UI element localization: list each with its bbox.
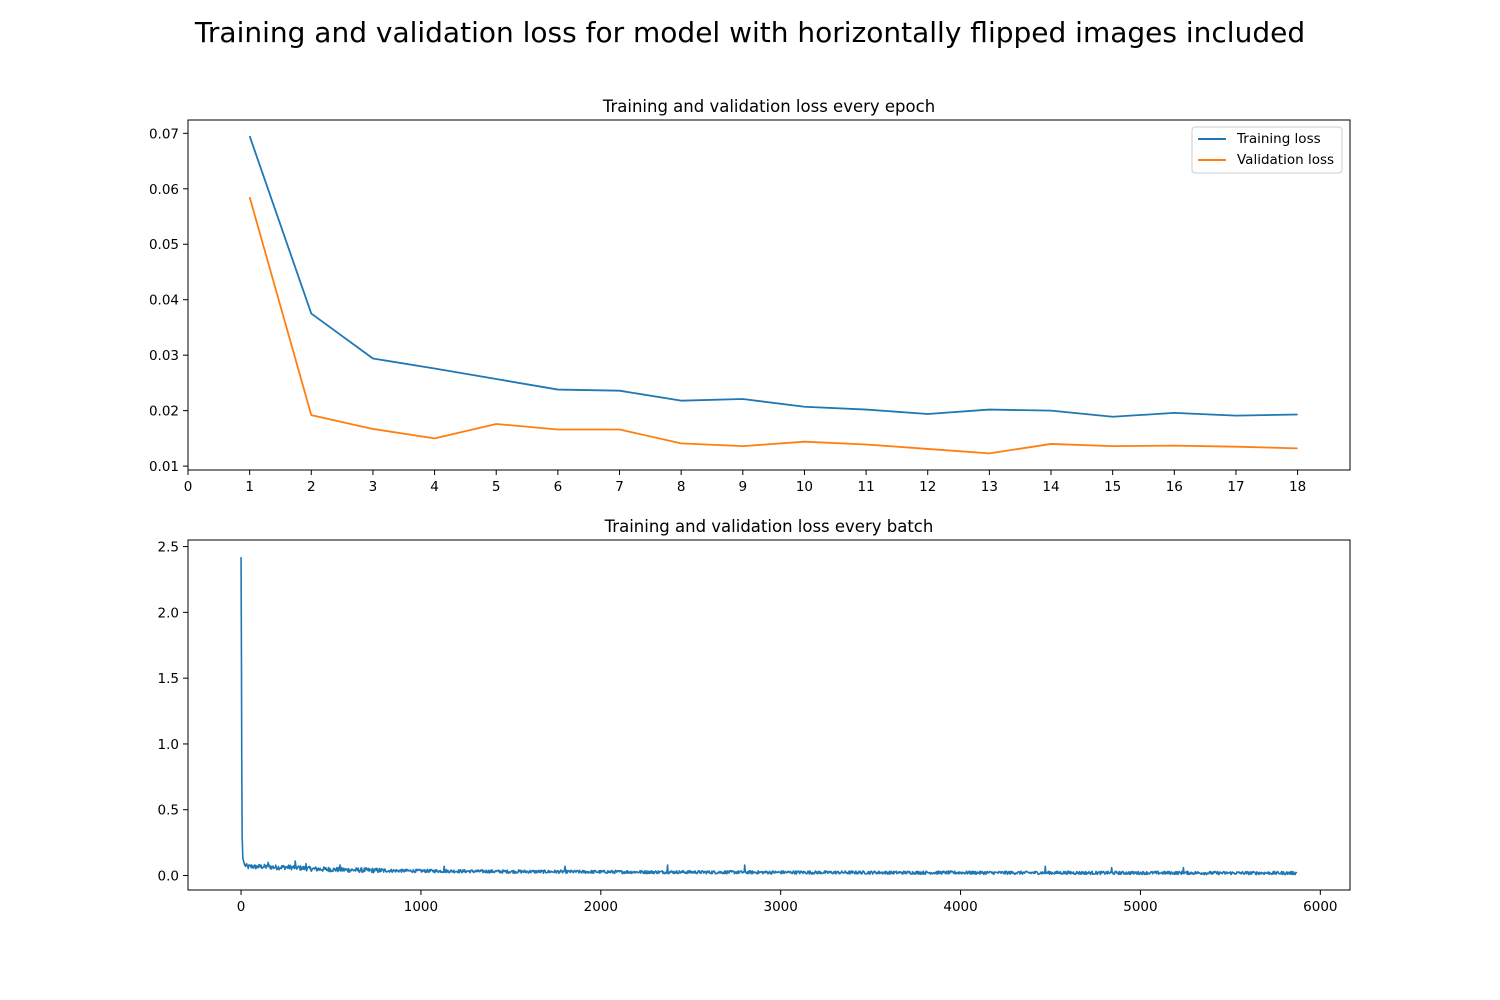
batch-x-tick-label: 0 [237, 899, 246, 915]
legend-training-label: Training loss [1236, 131, 1321, 147]
batch-loss-axes: Training and validation loss every batch… [158, 517, 1351, 915]
epoch-x-tick-label: 14 [1042, 479, 1059, 495]
batch-axes-title: Training and validation loss every batch [604, 517, 934, 536]
epoch-y-tick-label: 0.07 [149, 126, 179, 142]
epoch-y-tick-label: 0.03 [149, 348, 179, 364]
legend-validation-label: Validation loss [1237, 152, 1334, 168]
epoch-axes-frame [187, 119, 1351, 471]
batch-y-tick-label: 0.0 [158, 869, 179, 885]
legend-box [1191, 126, 1343, 174]
batch-y-tick-label: 1.5 [158, 671, 179, 687]
epoch-y-tick-label: 0.06 [149, 182, 179, 198]
epoch-x-tick-label: 6 [554, 479, 563, 495]
batch-x-tick-label: 5000 [1123, 899, 1157, 915]
epoch-x-tick-label: 9 [739, 479, 748, 495]
training-loss-line [248, 135, 1298, 418]
epoch-x-tick-label: 7 [615, 479, 624, 495]
batch-x-tick-label: 4000 [943, 899, 977, 915]
batch-y-tick-label: 1.0 [158, 737, 179, 753]
batch-loss-line [240, 557, 1298, 876]
epoch-y-tick-label: 0.02 [149, 404, 179, 420]
epoch-x-tick-label: 11 [857, 479, 874, 495]
epoch-x-tick-label: 18 [1289, 479, 1306, 495]
epoch-axes-ticks: 0 1 2 3 4 5 6 7 8 9 10 11 12 13 14 15 16 17 180.010.020.03… [149, 126, 1306, 495]
validation-loss-line [248, 196, 1298, 455]
batch-x-tick-label: 1000 [404, 899, 438, 915]
epoch-x-tick-label: 15 [1104, 479, 1121, 495]
batch-x-tick-label: 6000 [1303, 899, 1337, 915]
epoch-x-tick-label: 0 [184, 479, 193, 495]
epoch-x-tick-label: 3 [369, 479, 378, 495]
batch-axes-ticks: 0 1000 2000 3000 4000 5000 6000 0.0 0.5 1.0 1.5 2.0… [158, 540, 1338, 915]
epoch-x-tick-label: 17 [1227, 479, 1244, 495]
epoch-y-tick-label: 0.04 [149, 293, 179, 309]
epoch-x-tick-label: 13 [981, 479, 998, 495]
batch-x-tick-label: 2000 [584, 899, 618, 915]
batch-x-tick-label: 3000 [764, 899, 798, 915]
epoch-loss-axes: Training and validation loss every epoch… [149, 97, 1351, 495]
epoch-x-tick-label: 1 [245, 479, 254, 495]
epoch-axes-lines [248, 135, 1298, 455]
batch-y-tick-label: 0.5 [158, 803, 179, 819]
epoch-x-tick-label: 2 [307, 479, 316, 495]
epoch-x-tick-label: 8 [677, 479, 686, 495]
epoch-axes-title: Training and validation loss every epoch [602, 97, 935, 116]
batch-y-tick-label: 2.0 [158, 605, 179, 621]
batch-axes-frame [187, 539, 1351, 891]
batch-y-tick-label: 2.5 [158, 540, 179, 556]
epoch-x-tick-label: 4 [430, 479, 439, 495]
epoch-x-tick-label: 12 [919, 479, 936, 495]
epoch-x-tick-label: 10 [796, 479, 813, 495]
epoch-x-tick-label: 5 [492, 479, 501, 495]
batch-axes-lines [240, 557, 1298, 876]
epoch-y-tick-label: 0.05 [149, 237, 179, 253]
figure-suptitle: Training and validation loss for model w… [194, 16, 1305, 49]
epoch-legend: Training loss Validation loss [1191, 126, 1343, 174]
epoch-x-tick-label: 16 [1166, 479, 1183, 495]
epoch-y-tick-label: 0.01 [149, 459, 179, 475]
